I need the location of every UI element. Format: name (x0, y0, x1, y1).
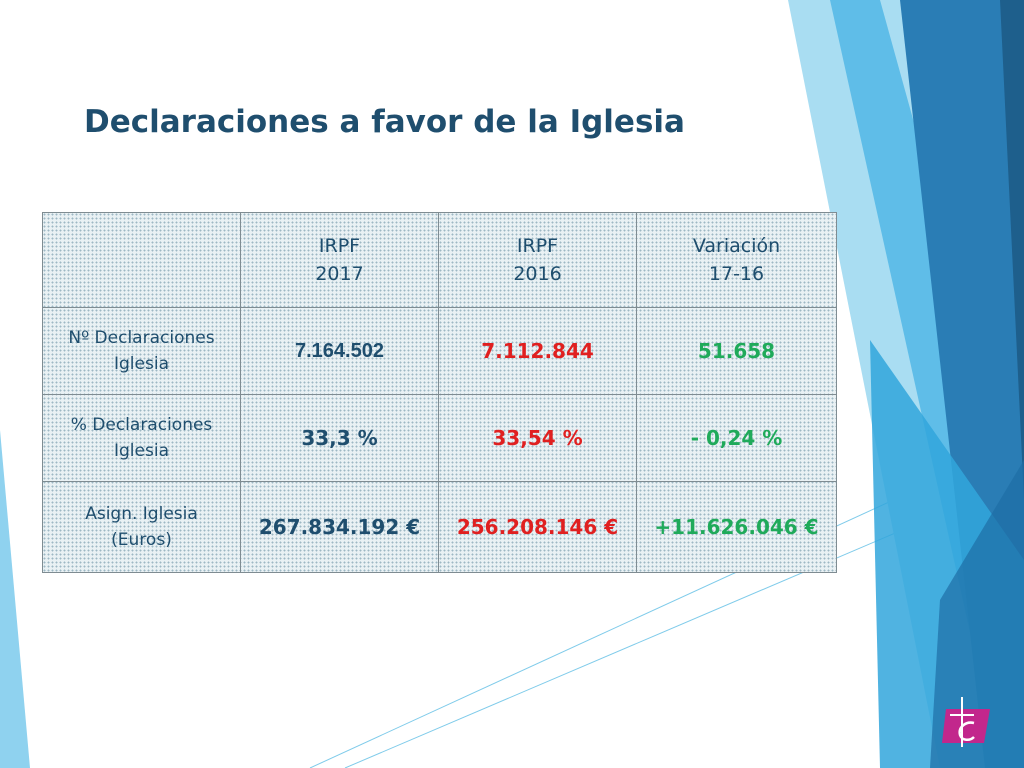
table-row-pct-declaraciones: % Declaraciones Iglesia 33,3 % 33,54 % -… (42, 394, 837, 482)
header-cell-empty (42, 212, 241, 308)
table-row-asignacion: Asign. Iglesia (Euros) 267.834.192 € 256… (42, 481, 837, 573)
header-cell-irpf-2016: IRPF 2016 (438, 212, 637, 308)
church-logo-icon (942, 697, 990, 747)
value-2016: 33,54 % (438, 394, 637, 482)
header-cell-irpf-2017: IRPF 2017 (240, 212, 439, 308)
value-2016: 256.208.146 € (438, 481, 637, 573)
table-row-num-declaraciones: Nº Declaraciones Iglesia 7.164.502 7.112… (42, 307, 837, 395)
value-variacion: +11.626.046 € (636, 481, 837, 573)
right-shape-bottom (930, 460, 1024, 768)
left-accent-strip (0, 430, 30, 768)
row-label: % Declaraciones Iglesia (42, 394, 241, 482)
right-shape-darkest (1000, 0, 1024, 500)
table-header-row: IRPF 2017 IRPF 2016 Variación 17-16 (42, 212, 837, 308)
header-cell-variacion: Variación 17-16 (636, 212, 837, 308)
value-2017: 7.164.502 (240, 307, 439, 395)
value-2017: 33,3 % (240, 394, 439, 482)
value-2016: 7.112.844 (438, 307, 637, 395)
value-2017: 267.834.192 € (240, 481, 439, 573)
row-label: Nº Declaraciones Iglesia (42, 307, 241, 395)
value-variacion: - 0,24 % (636, 394, 837, 482)
irpf-comparison-table: IRPF 2017 IRPF 2016 Variación 17-16 Nº D… (42, 212, 837, 573)
slide-title: Declaraciones a favor de la Iglesia (84, 104, 685, 140)
value-variacion: 51.658 (636, 307, 837, 395)
row-label: Asign. Iglesia (Euros) (42, 481, 241, 573)
